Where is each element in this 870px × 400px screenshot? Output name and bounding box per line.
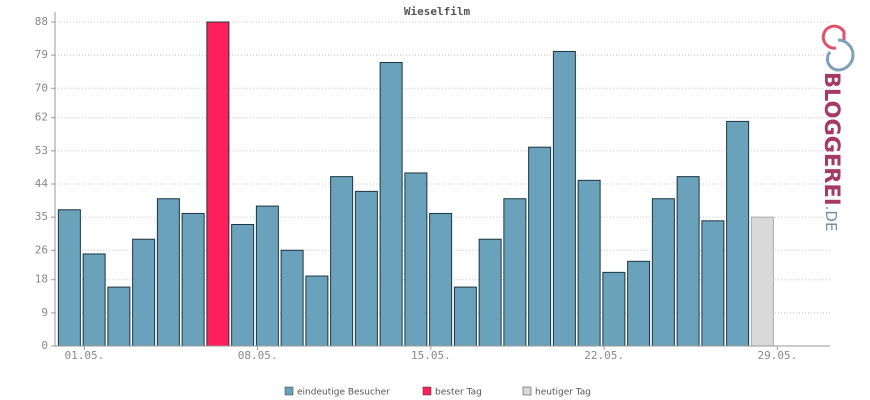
bar xyxy=(57,209,81,347)
legend-label: eindeutige Besucher xyxy=(297,388,390,398)
bar xyxy=(206,21,230,347)
y-tick-label: 70 xyxy=(35,81,48,94)
legend-label: heutiger Tag xyxy=(535,388,591,398)
y-tick-label: 18 xyxy=(35,273,48,286)
legend-swatch xyxy=(522,386,532,396)
bar xyxy=(379,62,403,347)
chart-title: Wieselfilm xyxy=(404,5,471,18)
bar xyxy=(528,146,552,347)
bar xyxy=(503,198,527,347)
logo-icon xyxy=(821,24,855,72)
bar xyxy=(404,172,428,347)
bar xyxy=(676,176,700,347)
bar xyxy=(280,249,304,347)
bar xyxy=(156,198,180,347)
legend-swatch xyxy=(284,386,294,396)
y-tick-label: 35 xyxy=(35,210,48,223)
bar xyxy=(255,205,279,347)
bar xyxy=(132,238,156,347)
x-tick-label: 01.05. xyxy=(65,349,105,362)
logo-text: BLOGGEREI.DE xyxy=(820,72,844,231)
legend-swatch xyxy=(422,386,432,396)
bar xyxy=(726,120,750,347)
y-tick-label: 0 xyxy=(41,339,48,352)
bar xyxy=(107,286,131,347)
x-tick-label: 08.05. xyxy=(238,349,278,362)
bar xyxy=(701,220,725,347)
bar xyxy=(305,275,329,347)
bar xyxy=(181,212,205,347)
bar xyxy=(354,190,378,347)
y-tick-label: 9 xyxy=(41,306,48,319)
x-tick-label: 22.05. xyxy=(584,349,624,362)
y-tick-label: 26 xyxy=(35,243,48,256)
bar xyxy=(552,50,576,347)
logo-suffix: .DE xyxy=(823,206,841,232)
bar xyxy=(429,212,453,347)
y-tick-label: 79 xyxy=(35,48,48,61)
y-tick-label: 44 xyxy=(35,177,49,190)
x-tick-label: 15.05. xyxy=(411,349,451,362)
bar xyxy=(602,271,626,347)
x-tick-label: 29.05. xyxy=(758,349,798,362)
bar xyxy=(453,286,477,347)
logo-main: BLOGGEREI xyxy=(820,72,844,206)
bar xyxy=(478,238,502,347)
bar xyxy=(750,216,774,347)
legend-label: bester Tag xyxy=(435,388,482,398)
bar xyxy=(231,224,255,347)
bar xyxy=(577,179,601,347)
y-tick-label: 88 xyxy=(35,15,48,28)
bar xyxy=(82,253,106,347)
bar xyxy=(330,176,354,347)
y-tick-label: 53 xyxy=(35,144,48,157)
y-tick-label: 62 xyxy=(35,111,48,124)
bar xyxy=(651,198,675,347)
bar xyxy=(627,260,651,347)
